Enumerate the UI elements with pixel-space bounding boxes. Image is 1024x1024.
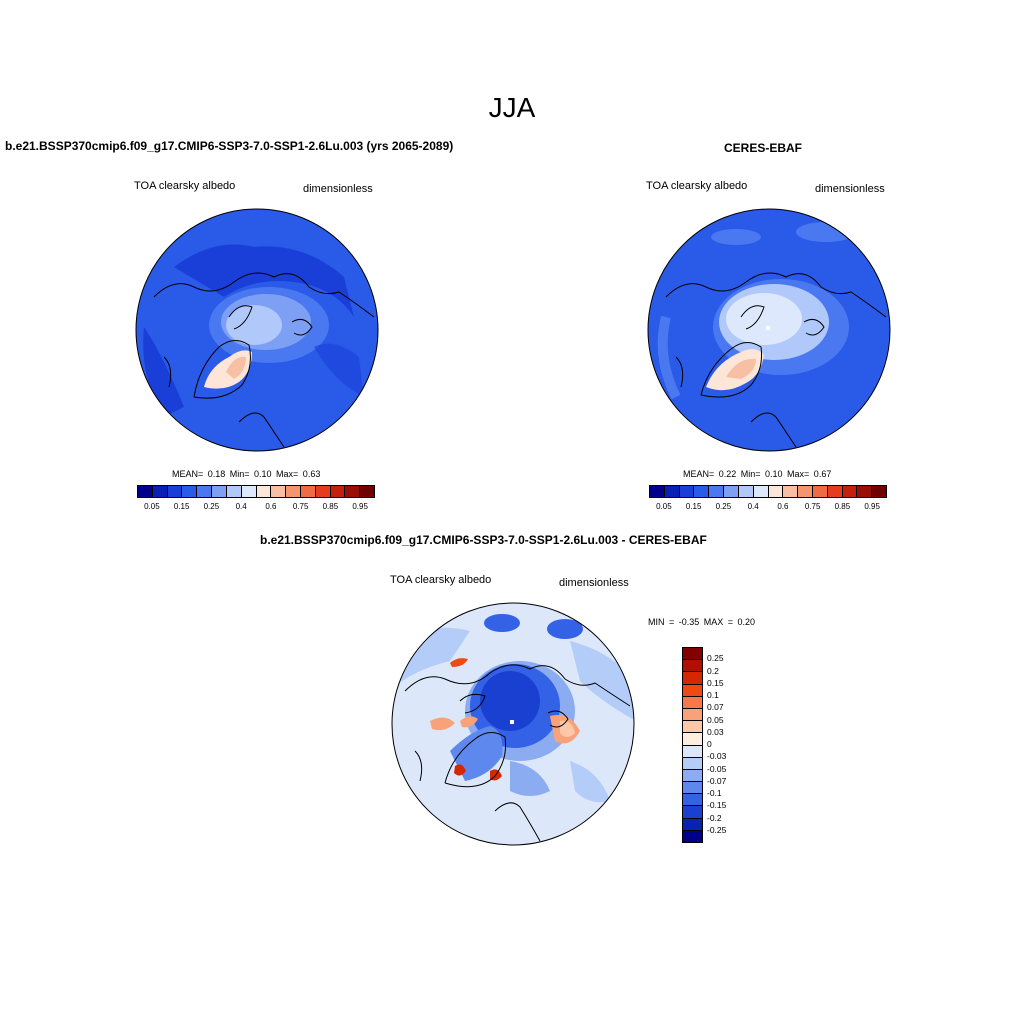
colorbar-swatch <box>679 486 695 497</box>
colorbar-swatch <box>197 486 213 497</box>
obs-colorbar <box>649 485 887 498</box>
diff-variable-label: TOA clearsky albedo <box>390 574 492 586</box>
colorbar-tick-label: 0.75 <box>804 502 821 511</box>
colorbar-swatch <box>827 486 843 497</box>
colorbar-swatch <box>798 486 813 497</box>
colorbar-swatch <box>683 660 702 673</box>
obs-panel-title: CERES-EBAF <box>724 141 803 155</box>
colorbar-swatch <box>212 486 227 497</box>
colorbar-tick-label: 0.25 <box>707 653 724 664</box>
colorbar-swatch <box>683 830 702 842</box>
obs-polar-map <box>647 208 891 452</box>
colorbar-swatch <box>683 672 702 685</box>
colorbar-swatch <box>683 769 702 783</box>
colorbar-swatch <box>345 486 361 497</box>
colorbar-tick-label: 0.75 <box>292 502 309 511</box>
colorbar-swatch <box>271 486 287 497</box>
colorbar-swatch <box>683 745 702 758</box>
model-polar-map <box>135 208 379 452</box>
season-title: JJA <box>488 92 536 123</box>
colorbar-swatch <box>226 486 242 497</box>
colorbar-tick-label: 0.15 <box>707 677 724 688</box>
colorbar-tick-label: 0.03 <box>707 726 724 737</box>
colorbar-tick-label: 0 <box>707 739 712 749</box>
colorbar-swatch <box>783 486 799 497</box>
colorbar-swatch <box>315 486 331 497</box>
colorbar-tick-label: -0.07 <box>707 775 727 786</box>
colorbar-swatch <box>256 486 272 497</box>
colorbar-swatch <box>738 486 754 497</box>
colorbar-tick-label: 0.15 <box>173 502 190 511</box>
colorbar-tick-label: -0.25 <box>707 824 727 835</box>
colorbar-swatch <box>138 486 153 497</box>
colorbar-swatch <box>683 806 702 819</box>
colorbar-swatch <box>683 721 702 734</box>
colorbar-tick-label: 0.07 <box>707 702 724 713</box>
colorbar-swatch <box>683 782 702 795</box>
model-panel-title: b.e21.BSSP370cmip6.f09_g17.CMIP6-SSP3-7.… <box>5 139 454 153</box>
colorbar-swatch <box>683 708 702 722</box>
colorbar-swatch <box>683 696 702 709</box>
colorbar-swatch <box>768 486 784 497</box>
colorbar-tick-label: 0.25 <box>203 502 220 511</box>
model-units-label: dimensionless <box>303 183 373 195</box>
colorbar-swatch <box>683 794 702 807</box>
colorbar-tick-label: -0.2 <box>707 812 722 823</box>
colorbar-swatch <box>683 818 702 831</box>
colorbar-swatch <box>300 486 316 497</box>
colorbar-swatch <box>709 486 725 497</box>
colorbar-tick-label: 0.6 <box>265 502 277 511</box>
colorbar-swatch <box>724 486 739 497</box>
colorbar-tick-label: 0.05 <box>144 502 160 511</box>
model-stats: MEAN= 0.18 Min= 0.10 Max= 0.63 <box>172 469 321 479</box>
colorbar-tick-label: 0.25 <box>715 502 732 511</box>
colorbar-tick-label: 0.95 <box>864 502 880 511</box>
diff-colorbar <box>682 647 703 843</box>
colorbar-swatch <box>683 648 702 661</box>
colorbar-swatch <box>182 486 198 497</box>
obs-stats: MEAN= 0.22 Min= 0.10 Max= 0.67 <box>683 469 832 479</box>
diff-stats: MIN = -0.35 MAX = 0.20 <box>648 617 756 627</box>
diff-panel-title: b.e21.BSSP370cmip6.f09_g17.CMIP6-SSP3-7.… <box>260 533 707 547</box>
colorbar-tick-label: 0.05 <box>707 714 724 725</box>
colorbar-tick-label: 0.4 <box>747 502 759 511</box>
model-variable-label: TOA clearsky albedo <box>134 180 236 192</box>
colorbar-tick-label: 0.6 <box>777 502 789 511</box>
colorbar-swatch <box>650 486 665 497</box>
colorbar-swatch <box>664 486 680 497</box>
colorbar-swatch <box>330 486 346 497</box>
colorbar-swatch <box>753 486 769 497</box>
colorbar-tick-label: 0.85 <box>834 502 851 511</box>
colorbar-tick-label: 0.1 <box>707 690 719 700</box>
colorbar-swatch <box>683 684 702 697</box>
colorbar-tick-label: -0.03 <box>707 751 727 762</box>
colorbar-swatch <box>812 486 828 497</box>
colorbar-swatch <box>152 486 168 497</box>
colorbar-swatch <box>872 486 886 497</box>
colorbar-swatch <box>286 486 301 497</box>
colorbar-swatch <box>683 757 702 770</box>
colorbar-tick-label: -0.1 <box>707 788 722 798</box>
colorbar-tick-label: 0.05 <box>656 502 672 511</box>
colorbar-swatch <box>167 486 183 497</box>
colorbar-tick-label: 0.15 <box>685 502 702 511</box>
colorbar-swatch <box>694 486 710 497</box>
diff-units-label: dimensionless <box>559 577 629 589</box>
colorbar-tick-label: 0.95 <box>352 502 368 511</box>
colorbar-swatch <box>360 486 374 497</box>
obs-units-label: dimensionless <box>815 183 885 195</box>
diff-polar-map <box>391 602 635 846</box>
obs-variable-label: TOA clearsky albedo <box>646 180 748 192</box>
colorbar-swatch <box>683 733 702 746</box>
colorbar-tick-label: 0.85 <box>322 502 339 511</box>
colorbar-tick-label: -0.05 <box>707 763 727 774</box>
colorbar-swatch <box>241 486 257 497</box>
colorbar-tick-label: -0.15 <box>707 800 727 811</box>
model-colorbar <box>137 485 375 498</box>
colorbar-tick-label: 0.2 <box>707 665 719 676</box>
colorbar-swatch <box>857 486 873 497</box>
colorbar-tick-label: 0.4 <box>235 502 247 511</box>
colorbar-swatch <box>842 486 858 497</box>
